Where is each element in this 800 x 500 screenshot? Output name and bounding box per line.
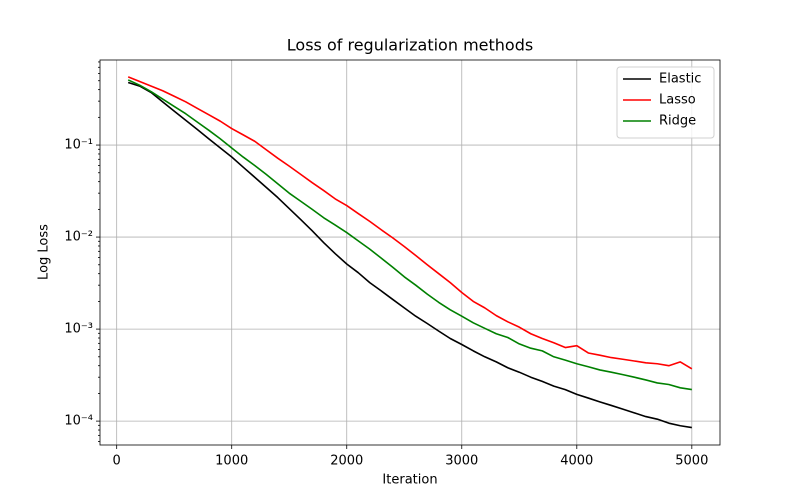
- x-axis-label: Iteration: [382, 473, 437, 488]
- series-line: [127, 76, 693, 370]
- x-tick-label: 5000: [675, 454, 708, 469]
- legend-label: Elastic: [659, 72, 701, 87]
- chart-title: Loss of regularization methods: [287, 36, 533, 55]
- plot-frame: [99, 59, 721, 446]
- y-axis-label: Log Loss: [37, 224, 52, 280]
- x-tick-label: 1000: [215, 454, 248, 469]
- x-tick-label: 2000: [330, 454, 363, 469]
- x-tick-label: 0: [113, 454, 121, 469]
- series-line: [127, 81, 692, 429]
- series-line: [127, 79, 692, 391]
- y-tick-label: 10⁻¹: [64, 138, 93, 153]
- legend-label: Ridge: [659, 114, 696, 129]
- x-tick-label: 4000: [560, 454, 593, 469]
- y-tick-label: 10⁻²: [64, 230, 93, 245]
- y-tick-label: 10⁻³: [64, 322, 93, 337]
- x-tick-label: 3000: [445, 454, 478, 469]
- legend-label: Lasso: [659, 93, 696, 108]
- y-tick-label: 10⁻⁴: [64, 414, 93, 429]
